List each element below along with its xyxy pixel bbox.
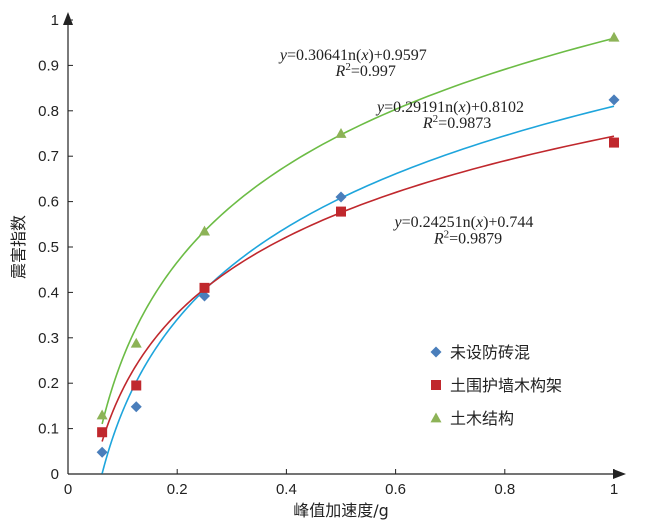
y-tick-label: 0.9 [38,57,59,74]
r-squared: R2=0.997 [335,61,396,80]
data-point [96,446,108,458]
y-tick-label: 0.5 [38,239,59,256]
y-tick-label: 1 [51,12,59,29]
x-tick-label: 0 [64,481,72,498]
y-tick-label: 0.2 [38,375,59,392]
x-axis-arrow [613,469,626,479]
fit-curve [101,37,615,425]
y-tick-label: 0.8 [38,103,59,120]
y-axis-title: 震害指数 [9,215,28,279]
data-point [131,380,142,391]
y-tick-label: 0.6 [38,194,59,211]
fit-equation: y=0.24251n(x)+0.744 [393,214,534,231]
legend-item: 土木结构 [430,409,514,428]
data-point [199,290,210,302]
fit-equation: y=0.29191n(x)+0.8102 [375,99,524,116]
y-tick-label: 0 [51,466,59,483]
data-points [96,31,620,458]
data-point [335,128,347,138]
data-point [199,225,210,236]
legend-label: 未设防砖混 [450,343,530,362]
x-axis-title: 峰值加速度/g [293,501,389,520]
y-tick-label: 0.1 [38,421,59,438]
data-point [199,282,210,293]
legend-label: 土木结构 [450,409,514,428]
data-point [608,31,620,42]
fit-equation: y=0.30641n(x)+0.9597 [278,47,427,64]
y-tick-label: 0.7 [38,148,59,165]
axes: 0 0.2 0.4 0.6 0.8 1 0 0.1 0.2 0.3 0.4 0.5 0.6 0.7 0.8 0… [9,12,626,520]
legend-item: 未设防砖混 [430,343,530,362]
data-point [130,401,142,413]
legend-marker [430,412,442,423]
y-tick-label: 0.3 [38,330,59,347]
x-tick-label: 1 [610,481,618,498]
x-tick-label: 0.6 [385,481,406,498]
legend-marker [430,346,442,358]
x-tick-label: 0.2 [167,481,188,498]
fit-curves [101,37,615,474]
data-point [608,94,620,106]
legend-item: 土围护墙木构架 [431,376,562,395]
fit-curve [101,105,615,474]
legend-marker [431,380,441,390]
y-axis-arrow [63,12,73,25]
x-tick-label: 0.8 [494,481,515,498]
x-tick-label: 0.4 [276,481,297,498]
data-point [335,191,347,203]
fit-curve [101,135,615,442]
data-point [97,427,108,438]
data-point [96,409,108,420]
legend-label: 土围护墙木构架 [450,376,562,395]
data-point [130,337,142,348]
y-tick-label: 0.4 [38,284,59,301]
r-squared: R2=0.9879 [433,228,502,247]
r-squared: R2=0.9873 [422,113,491,132]
data-point [336,206,346,217]
data-point [609,137,619,148]
